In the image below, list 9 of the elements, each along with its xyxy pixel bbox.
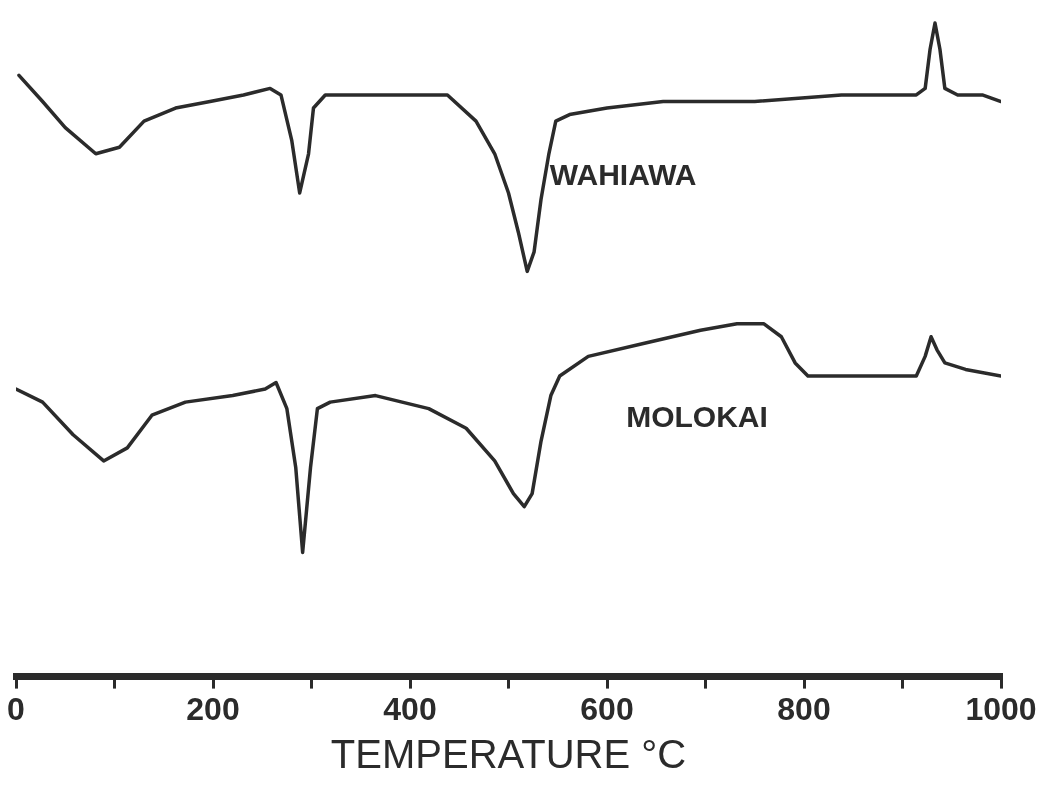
x-tick-label: 800: [777, 690, 831, 727]
x-tick-label: 200: [186, 690, 240, 727]
x-tick-label: 600: [580, 690, 634, 727]
x-tick-label: 0: [7, 690, 25, 727]
x-tick-label: 1000: [965, 690, 1037, 727]
series-label: MOLOKAI: [626, 399, 768, 433]
x-tick-label: 400: [383, 690, 437, 727]
x-axis-title: TEMPERATURE °C: [330, 732, 687, 777]
series-label: WAHIAWA: [549, 157, 697, 191]
